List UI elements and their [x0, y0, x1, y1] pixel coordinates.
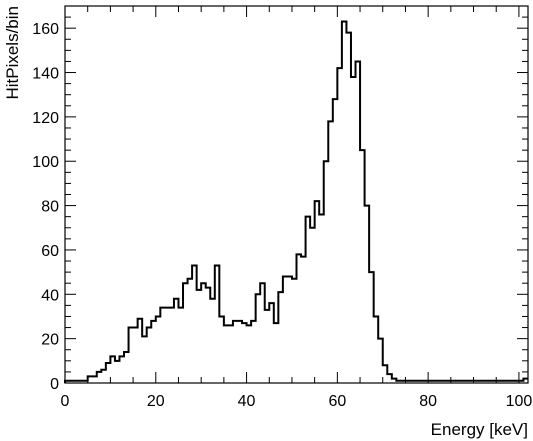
x-tick-label: 0: [61, 393, 70, 410]
y-tick-label: 0: [50, 376, 59, 393]
ticks-layer: [64, 5, 528, 384]
x-tick-label: 80: [419, 393, 437, 410]
plot-frame: [64, 5, 529, 384]
y-tick-label: 60: [41, 243, 59, 260]
y-tick-label: 20: [41, 332, 59, 349]
y-tick-label: 140: [32, 66, 59, 83]
y-tick-label: 100: [32, 154, 59, 171]
y-tick-label: 40: [41, 287, 59, 304]
tick-labels-layer: 0 20 40 60 80 100 0 20 40 60 80 100 120 140 160: [32, 21, 532, 410]
x-axis-title: Energy [keV]: [431, 420, 528, 439]
x-tick-label: 40: [238, 393, 256, 410]
y-tick-label: 120: [32, 110, 59, 127]
x-tick-label: 60: [328, 393, 346, 410]
y-tick-label: 160: [32, 21, 59, 38]
x-tick-label: 20: [147, 393, 165, 410]
y-tick-label: 80: [41, 199, 59, 216]
histogram-line: [64, 20, 528, 383]
y-axis-title: HitPixels/bin: [3, 6, 22, 100]
x-tick-label: 100: [506, 393, 533, 410]
